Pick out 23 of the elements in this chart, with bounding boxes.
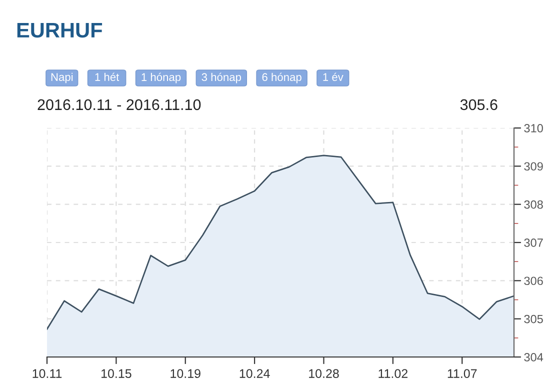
y-tick-label: 308 [524,200,543,209]
y-tick-label: 310 [524,124,543,132]
y-tick-label: 305 [524,314,543,324]
x-tick-label: 11.07 [448,369,477,378]
chart-subtitle: 2016.10.11 - 2016.11.10 [38,99,201,110]
chart-title: EURHUF [17,23,102,38]
text: 3 hónap [202,72,242,84]
text: 1 év [323,72,344,81]
y-tick-label: 309 [524,162,543,171]
text: 1 hét [95,72,120,81]
x-tick-label: 10.28 [309,369,339,378]
x-tick-label: 10.11 [32,369,62,378]
text: 6 hónap [262,72,302,84]
x-tick-label: 11.02 [378,369,408,378]
y-tick-label: 304 [524,353,544,362]
x-tick-label: 10.19 [170,369,200,378]
y-tick-label: 306 [524,276,543,286]
x-tick-label: 10.15 [102,369,132,378]
text: Napi [51,72,73,84]
y-tick-label: 307 [524,238,543,247]
text: 1 hónap [142,72,181,84]
x-tick-label: 10.24 [240,369,270,378]
text: 305.6 [460,99,498,110]
